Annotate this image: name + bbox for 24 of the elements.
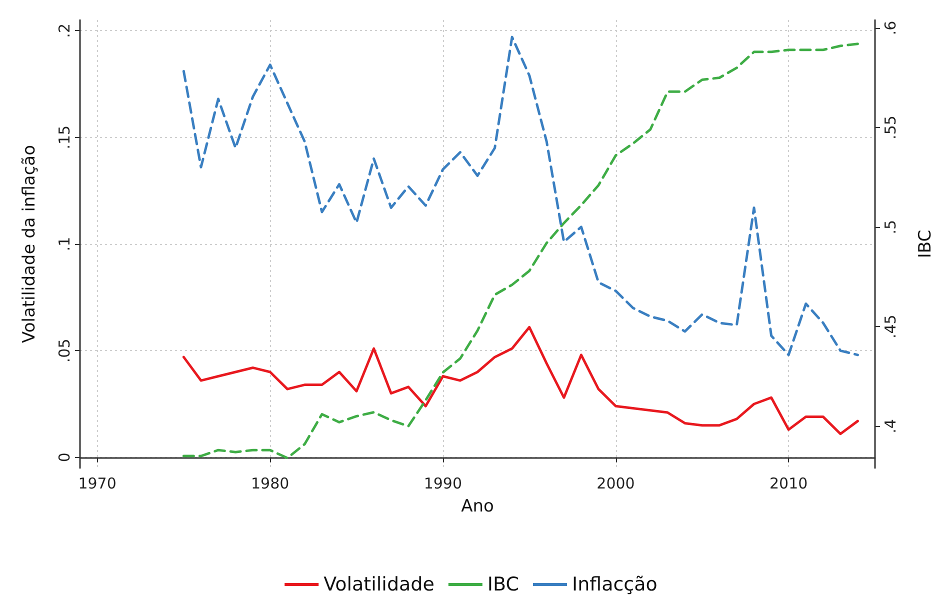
x-tick-label: 2000: [596, 474, 635, 492]
x-tick-label: 2010: [769, 474, 808, 492]
legend-label: IBC: [487, 574, 519, 596]
y-tick-label: .05: [56, 338, 74, 363]
x-tick-label: 1980: [251, 474, 290, 492]
y2-tick-label: .6: [882, 20, 900, 36]
line-series: [182, 42, 859, 460]
x-axis-title: Ano: [461, 496, 494, 516]
x-tick-label: 1990: [424, 474, 462, 492]
legend-label: Inflacção: [572, 574, 658, 596]
x-tick-label: 1970: [78, 474, 116, 492]
line-series: [182, 326, 859, 436]
y-tick-label: .2: [56, 24, 74, 38]
y2-tick-label: .45: [882, 314, 900, 339]
legend-label: Volatilidade: [324, 574, 434, 596]
line-series: [182, 36, 859, 356]
y-tick-label: 0: [56, 452, 74, 462]
y2-tick-label: .5: [882, 220, 900, 234]
y-tick-label: .1: [56, 236, 74, 252]
y2-tick-label: .4: [882, 419, 900, 434]
y-axis-title: Volatilidade da inflação: [20, 145, 40, 343]
y2-tick-label: .55: [882, 116, 900, 140]
y2-axis-title: IBC: [916, 230, 936, 258]
y-tick-label: .15: [56, 125, 74, 150]
